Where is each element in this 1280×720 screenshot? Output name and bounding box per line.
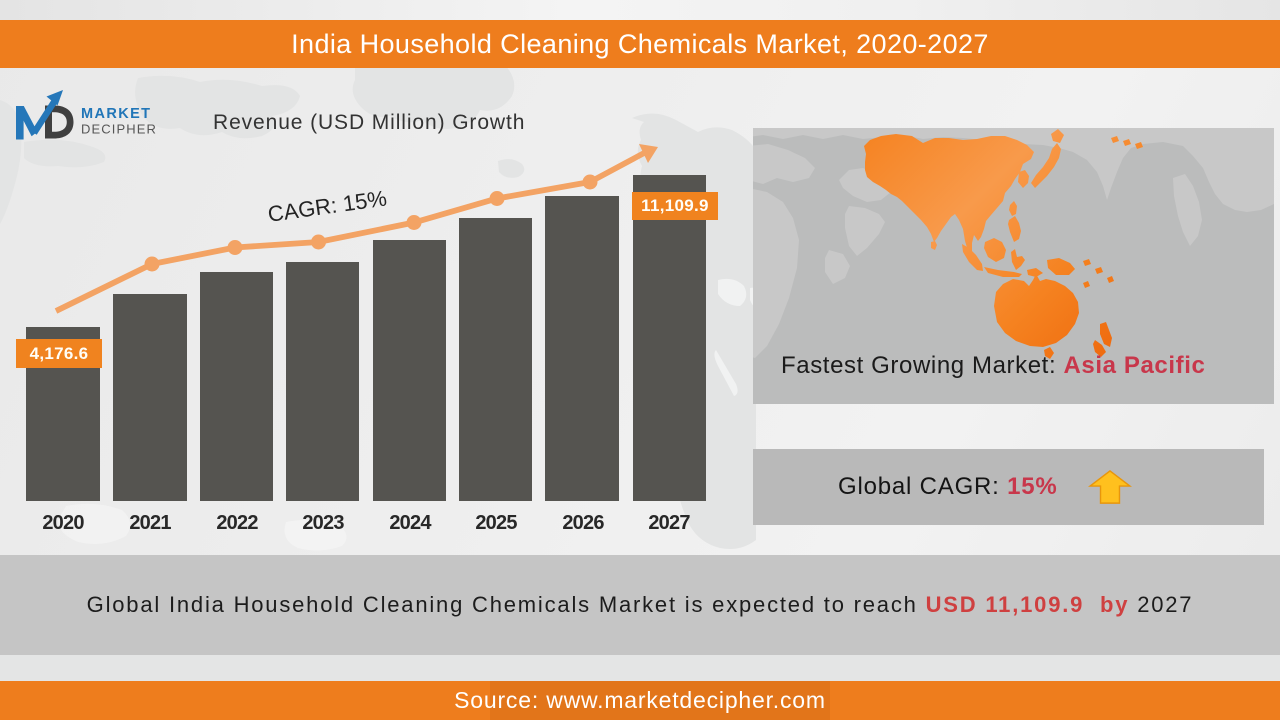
svg-text:MARKET: MARKET	[81, 106, 151, 122]
svg-text:DECIPHER: DECIPHER	[81, 122, 157, 137]
